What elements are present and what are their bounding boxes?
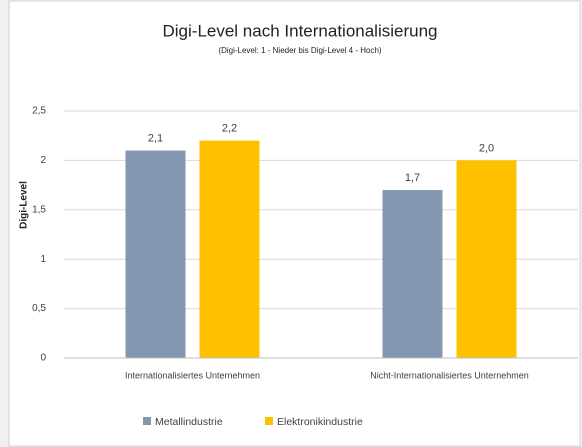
y-axis-label: Digi-Level: [19, 181, 30, 229]
bar: [125, 150, 186, 358]
x-tick-label: Internationalisiertes Unternehmen: [125, 370, 260, 380]
value-label: 1,7: [405, 172, 420, 184]
bar: [199, 140, 260, 358]
y-tick-label: 0: [40, 353, 46, 364]
y-tick-label: 2: [40, 155, 46, 166]
chart-title: Digi-Level nach Internationalisierung: [163, 21, 438, 40]
value-label: 2,0: [479, 142, 494, 154]
y-tick-label: 0,5: [32, 303, 46, 314]
y-tick-label: 1: [40, 254, 46, 265]
legend-label: Elektronikindustrie: [277, 416, 363, 428]
legend-swatch: [143, 417, 151, 425]
bar: [456, 160, 517, 358]
value-label: 2,1: [148, 132, 163, 144]
x-tick-label: Nicht-Internationalisiertes Unternehmen: [370, 370, 529, 380]
y-tick-label: 2,5: [32, 106, 46, 117]
chart-subtitle: (Digi-Level: 1 - Nieder bis Digi-Level 4…: [218, 46, 382, 55]
bar: [382, 190, 443, 358]
legend-label: Metallindustrie: [155, 416, 223, 428]
legend-swatch: [265, 417, 273, 425]
value-label: 2,2: [222, 123, 237, 135]
y-tick-label: 1,5: [32, 204, 46, 215]
